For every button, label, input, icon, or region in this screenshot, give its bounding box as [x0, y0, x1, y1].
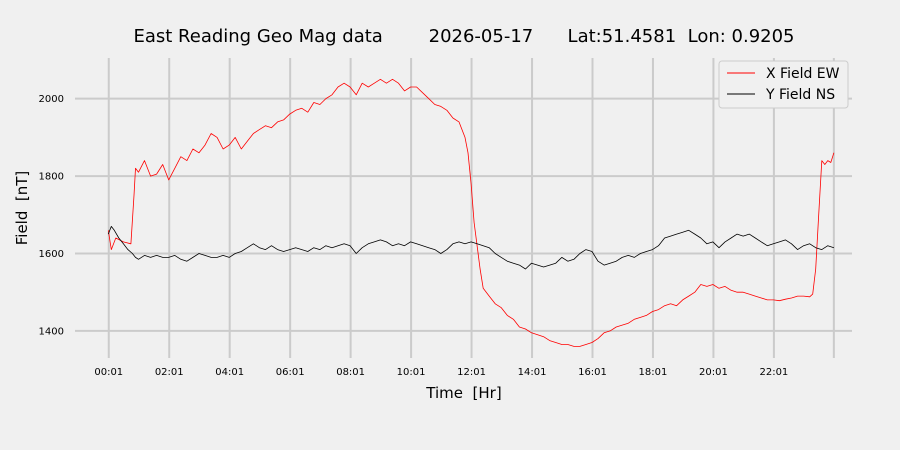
y-tick-labels: 1400 1600 1800 2000	[39, 94, 64, 337]
y-tick-label: 2000	[39, 94, 64, 105]
x-tick-label: 08:01	[336, 367, 365, 378]
x-tick-label: 00:01	[94, 367, 123, 378]
x-tick-label: 22:01	[759, 367, 788, 378]
y-tick-label: 1400	[39, 326, 64, 337]
x-tick-label: 12:01	[457, 367, 486, 378]
y-tick-label: 1800	[39, 172, 64, 183]
x-tick-label: 02:01	[155, 367, 184, 378]
x-tick-label: 04:01	[215, 367, 244, 378]
chart-title: East Reading Geo Mag data 2026-05-17 Lat…	[133, 26, 794, 47]
x-tick-label: 06:01	[276, 367, 305, 378]
series-layer	[107, 78, 835, 347]
x-tick-label: 14:01	[518, 367, 547, 378]
x-tick-labels: 00:01 02:01 04:01 06:01 08:01 10:01 12:01 14:01…	[94, 367, 788, 378]
x-tick-label: 10:01	[397, 367, 426, 378]
y-axis-label: Field [nT]	[13, 171, 31, 246]
x-axis-label: Time [Hr]	[425, 384, 501, 402]
x-tick-label: 18:01	[639, 367, 668, 378]
series-line-y-field-ns	[107, 225, 835, 270]
x-tick-label: 20:01	[699, 367, 728, 378]
legend-label-x-field: X Field EW	[766, 66, 840, 82]
series-line-x-field-ew	[107, 78, 835, 347]
legend: X Field EW Y Field NS	[718, 60, 849, 109]
y-tick-label: 1600	[39, 249, 64, 260]
x-tick-label: 16:01	[578, 367, 607, 378]
legend-label-y-field: Y Field NS	[765, 87, 835, 103]
